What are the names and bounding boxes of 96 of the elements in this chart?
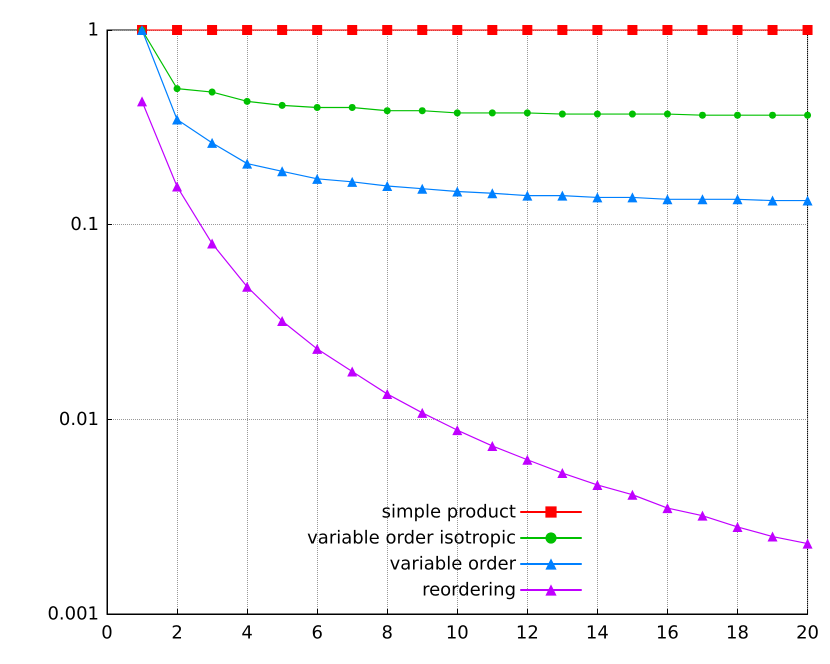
point bbox=[418, 107, 426, 114]
point bbox=[277, 166, 288, 176]
point bbox=[242, 282, 252, 292]
y-tick-label: 1 bbox=[88, 20, 99, 40]
point bbox=[347, 25, 358, 35]
point bbox=[242, 25, 252, 35]
point bbox=[698, 112, 706, 119]
point bbox=[627, 490, 638, 500]
point bbox=[732, 194, 742, 204]
point bbox=[769, 112, 776, 119]
point bbox=[592, 25, 602, 35]
x-tick-label: 14 bbox=[586, 622, 609, 644]
point bbox=[522, 454, 532, 465]
legend-label: simple product bbox=[382, 502, 516, 522]
point bbox=[802, 196, 813, 206]
legend-label: variable order bbox=[390, 554, 517, 574]
point bbox=[314, 104, 321, 111]
x-tick-label: 2 bbox=[171, 622, 183, 644]
point bbox=[768, 532, 778, 542]
point bbox=[207, 25, 218, 35]
point bbox=[662, 503, 672, 514]
x-tick-label: 16 bbox=[656, 622, 679, 644]
point bbox=[557, 190, 568, 201]
point bbox=[207, 138, 218, 148]
point bbox=[277, 25, 288, 35]
point bbox=[208, 88, 216, 96]
point bbox=[452, 186, 462, 197]
point bbox=[804, 112, 812, 119]
point bbox=[452, 25, 462, 35]
point bbox=[557, 25, 568, 35]
point bbox=[312, 344, 322, 354]
point bbox=[348, 104, 356, 111]
point bbox=[174, 85, 181, 92]
point bbox=[522, 25, 532, 35]
point bbox=[452, 425, 462, 436]
y-tick-label: 0.001 bbox=[47, 604, 99, 624]
x-tick-label: 4 bbox=[241, 622, 253, 644]
point bbox=[594, 110, 601, 118]
x-tick-label: 8 bbox=[381, 622, 393, 644]
legend-label: variable order isotropic bbox=[307, 528, 516, 548]
point bbox=[207, 238, 218, 249]
point bbox=[768, 196, 778, 206]
point bbox=[732, 25, 742, 35]
point bbox=[802, 25, 813, 35]
point bbox=[592, 192, 602, 202]
x-tick-label: 12 bbox=[516, 622, 539, 644]
point bbox=[487, 25, 498, 35]
x-tick-label: 20 bbox=[796, 622, 819, 644]
y-tick-label: 0.01 bbox=[58, 408, 99, 430]
point bbox=[802, 538, 813, 549]
point bbox=[277, 316, 288, 326]
point bbox=[384, 107, 391, 114]
point bbox=[768, 25, 778, 35]
point bbox=[524, 109, 531, 116]
point bbox=[417, 184, 428, 194]
point bbox=[347, 366, 358, 377]
point bbox=[278, 102, 286, 109]
y-tick-label: 0.1 bbox=[70, 214, 99, 236]
point bbox=[137, 96, 148, 106]
point bbox=[627, 192, 638, 202]
point bbox=[697, 194, 708, 204]
point bbox=[662, 194, 672, 204]
point bbox=[382, 25, 392, 35]
point bbox=[347, 176, 358, 187]
point bbox=[382, 180, 392, 191]
x-tick-label: 10 bbox=[446, 622, 469, 644]
point bbox=[627, 25, 638, 35]
x-tick-label: 0 bbox=[101, 622, 113, 644]
point bbox=[488, 109, 496, 116]
point bbox=[244, 98, 251, 105]
x-tick-label: 18 bbox=[726, 622, 749, 644]
point bbox=[172, 114, 182, 124]
point bbox=[487, 188, 498, 198]
point bbox=[558, 110, 566, 118]
legend-label: reordering bbox=[422, 580, 516, 600]
point bbox=[312, 25, 322, 35]
point bbox=[662, 25, 672, 35]
point bbox=[242, 158, 252, 169]
point bbox=[382, 388, 392, 399]
point bbox=[734, 112, 741, 119]
point bbox=[454, 109, 461, 116]
x-tick-label: 6 bbox=[311, 622, 323, 644]
point bbox=[592, 480, 602, 490]
point bbox=[172, 182, 182, 192]
point bbox=[312, 174, 322, 184]
point bbox=[172, 25, 182, 35]
point bbox=[522, 190, 532, 201]
point bbox=[487, 440, 498, 451]
point bbox=[557, 468, 568, 478]
point bbox=[697, 510, 708, 521]
point bbox=[417, 25, 428, 35]
point bbox=[697, 25, 708, 35]
point bbox=[732, 522, 742, 532]
point bbox=[664, 110, 671, 118]
point bbox=[417, 408, 428, 418]
point bbox=[628, 110, 636, 118]
